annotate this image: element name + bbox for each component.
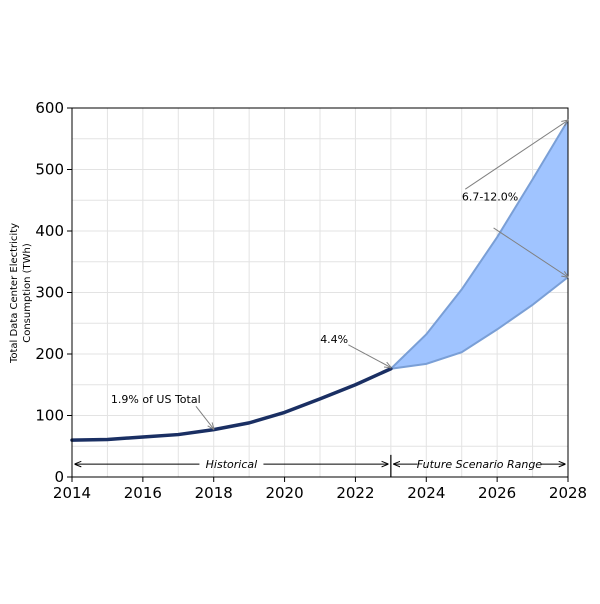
y-tick-label: 400 xyxy=(35,222,64,240)
historical-period-label: Historical xyxy=(206,458,258,471)
y-tick-label: 600 xyxy=(35,99,64,117)
annotation-us-total: 1.9% of US Total xyxy=(111,393,201,406)
x-tick-label: 2020 xyxy=(265,484,303,502)
y-axis-label-line2: Consumption (TWh) xyxy=(22,243,33,343)
y-tick-label: 300 xyxy=(35,284,64,302)
x-tick-label: 2022 xyxy=(336,484,374,502)
y-tick-label: 500 xyxy=(35,161,64,179)
historical-line xyxy=(70,367,393,442)
x-tick-label: 2024 xyxy=(407,484,445,502)
future-period-label: Future Scenario Range xyxy=(417,458,543,471)
annotation-layer: 1.9% of US Total 4.4% 6.7-12.0% xyxy=(111,120,568,429)
x-tick-label: 2028 xyxy=(549,484,587,502)
x-tick-label: 2016 xyxy=(124,484,162,502)
y-axis-label-line1: Total Data Center Electricity xyxy=(9,223,20,364)
y-tick-label: 200 xyxy=(35,345,64,363)
y-tick-label: 100 xyxy=(35,407,64,425)
y-tick-label: 0 xyxy=(54,468,64,486)
future-range-band xyxy=(390,120,568,369)
annotation-2023-share: 4.4% xyxy=(320,333,348,346)
annotation-arrow-2028-lower xyxy=(493,227,568,277)
series-layer xyxy=(70,119,569,442)
future-upper-line xyxy=(390,119,569,370)
annotation-2028-range: 6.7-12.0% xyxy=(462,191,518,204)
annotation-arrow-2023 xyxy=(348,344,391,368)
x-tick-label: 2026 xyxy=(478,484,516,502)
period-layer: Historical Future Scenario Range xyxy=(75,454,565,477)
axis-layer: 2014 2016 2018 2020 2022 2024 2026 2028 0 100 200 3… xyxy=(35,99,587,502)
annotation-arrow-2028-upper xyxy=(464,120,568,190)
x-tick-label: 2018 xyxy=(195,484,233,502)
annotation-arrow-us-total xyxy=(195,405,214,429)
x-tick-label: 2014 xyxy=(53,484,91,502)
future-lower-line xyxy=(390,276,569,370)
